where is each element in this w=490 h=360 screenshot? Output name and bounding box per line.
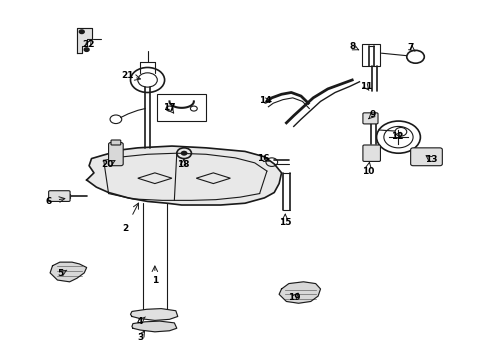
Text: 4: 4: [137, 316, 144, 325]
Text: 8: 8: [349, 42, 355, 51]
Polygon shape: [87, 146, 282, 205]
Polygon shape: [130, 309, 178, 320]
Polygon shape: [132, 321, 177, 332]
Polygon shape: [77, 28, 92, 53]
Text: 14: 14: [259, 96, 272, 105]
Text: 16: 16: [257, 154, 270, 163]
Text: 15: 15: [279, 218, 291, 227]
Text: 20: 20: [101, 161, 113, 170]
FancyBboxPatch shape: [411, 148, 442, 166]
Text: 3: 3: [137, 333, 144, 342]
FancyBboxPatch shape: [363, 145, 380, 161]
Circle shape: [84, 48, 89, 51]
Text: 6: 6: [46, 197, 52, 206]
FancyBboxPatch shape: [363, 113, 378, 124]
Polygon shape: [279, 282, 320, 303]
Text: 9: 9: [369, 111, 376, 120]
Text: 17: 17: [163, 103, 176, 112]
Text: 7: 7: [408, 43, 414, 52]
Text: 22: 22: [82, 40, 95, 49]
Polygon shape: [50, 262, 87, 282]
FancyBboxPatch shape: [109, 143, 123, 166]
Text: 1: 1: [152, 276, 158, 285]
Text: 11: 11: [360, 82, 372, 91]
FancyBboxPatch shape: [49, 191, 70, 202]
Text: 12: 12: [391, 132, 403, 141]
Circle shape: [79, 30, 84, 33]
Text: 10: 10: [362, 167, 374, 176]
FancyBboxPatch shape: [111, 140, 121, 145]
Text: 2: 2: [122, 224, 129, 233]
Text: 19: 19: [289, 293, 301, 302]
Text: 21: 21: [121, 71, 133, 80]
Circle shape: [181, 151, 188, 156]
Text: 13: 13: [425, 155, 438, 164]
Text: 5: 5: [58, 269, 64, 278]
Text: 18: 18: [177, 161, 189, 170]
